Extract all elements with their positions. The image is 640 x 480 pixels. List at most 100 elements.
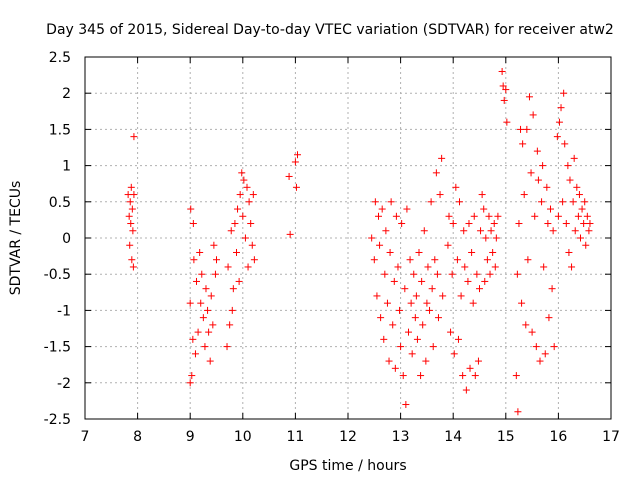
data-point <box>518 299 526 307</box>
data-point <box>128 256 136 264</box>
data-point <box>228 306 236 314</box>
data-point <box>564 162 572 170</box>
data-point <box>380 335 388 343</box>
data-point <box>448 270 456 278</box>
data-point <box>206 357 214 365</box>
data-point <box>403 205 411 213</box>
data-point <box>373 292 381 300</box>
data-point <box>241 234 249 242</box>
data-point <box>534 176 542 184</box>
data-point <box>555 118 563 126</box>
data-point <box>371 198 379 206</box>
data-point <box>436 191 444 199</box>
data-point <box>528 328 536 336</box>
y-tick-label: 0 <box>62 231 71 247</box>
data-point <box>568 263 576 271</box>
data-point <box>483 256 491 264</box>
data-point <box>126 198 134 206</box>
data-point <box>480 205 488 213</box>
y-tick-label: -1.5 <box>44 340 71 356</box>
data-point <box>383 299 391 307</box>
data-point <box>390 277 398 285</box>
data-point <box>474 357 482 365</box>
data-point <box>205 328 213 336</box>
data-point <box>461 263 469 271</box>
data-point <box>245 198 253 206</box>
data-point <box>292 183 300 191</box>
x-tick-label: 15 <box>497 429 515 445</box>
data-point <box>401 285 409 293</box>
data-point <box>189 220 197 228</box>
data-point <box>569 198 577 206</box>
data-point <box>576 234 584 242</box>
grid-lines <box>85 57 611 419</box>
data-point <box>578 205 586 213</box>
data-point <box>423 299 431 307</box>
data-point <box>574 212 582 220</box>
data-point <box>250 256 258 264</box>
x-tick-label: 14 <box>444 429 462 445</box>
data-points <box>124 67 594 416</box>
data-point <box>482 234 490 242</box>
data-point <box>503 118 511 126</box>
data-point <box>415 248 423 256</box>
data-point <box>128 205 136 213</box>
data-point <box>196 248 204 256</box>
chart-title: Day 345 of 2015, Sidereal Day-to-day VTE… <box>46 22 614 38</box>
data-point <box>520 191 528 199</box>
data-point <box>525 93 533 101</box>
data-point <box>376 241 384 249</box>
data-point <box>387 198 395 206</box>
data-point <box>580 220 588 228</box>
y-tick-labels: -2.5 -2 -1.5 -1 -0.5 0 0.5 1 1.5 2 2.5 <box>44 50 71 428</box>
data-point <box>492 234 500 242</box>
y-tick-label: 1 <box>62 159 71 175</box>
data-point <box>573 183 581 191</box>
data-point <box>434 314 442 322</box>
data-point <box>431 256 439 264</box>
data-point <box>243 183 251 191</box>
data-point <box>523 125 531 133</box>
data-point <box>545 314 553 322</box>
data-point <box>399 372 407 380</box>
data-point <box>499 82 507 90</box>
data-point <box>473 270 481 278</box>
data-point <box>417 372 425 380</box>
data-point <box>536 357 544 365</box>
data-point <box>368 234 376 242</box>
data-point <box>397 343 405 351</box>
data-point <box>231 220 239 228</box>
data-point <box>559 198 567 206</box>
x-tick-label: 17 <box>602 429 620 445</box>
data-point <box>487 227 495 235</box>
data-point <box>188 372 196 380</box>
data-point <box>381 270 389 278</box>
data-point <box>186 379 194 387</box>
data-point <box>491 263 499 271</box>
data-point <box>575 191 583 199</box>
data-point <box>235 277 243 285</box>
data-point <box>226 321 234 329</box>
data-point <box>412 292 420 300</box>
y-tick-label: 2.5 <box>49 50 71 66</box>
data-point <box>294 151 302 159</box>
data-point <box>462 386 470 394</box>
data-point <box>460 227 468 235</box>
data-point <box>126 241 134 249</box>
data-point <box>547 205 555 213</box>
data-point <box>478 191 486 199</box>
data-point <box>531 212 539 220</box>
data-point <box>213 256 220 264</box>
data-point <box>529 111 537 119</box>
data-point <box>207 292 215 300</box>
data-point <box>464 277 472 285</box>
data-point <box>129 263 137 271</box>
data-point <box>194 328 202 336</box>
data-point <box>485 212 493 220</box>
data-point <box>201 343 209 351</box>
data-point <box>429 343 437 351</box>
x-tick-labels: 7 8 9 10 11 12 13 14 15 16 17 <box>81 429 620 445</box>
data-point <box>457 292 465 300</box>
data-point <box>186 299 194 307</box>
